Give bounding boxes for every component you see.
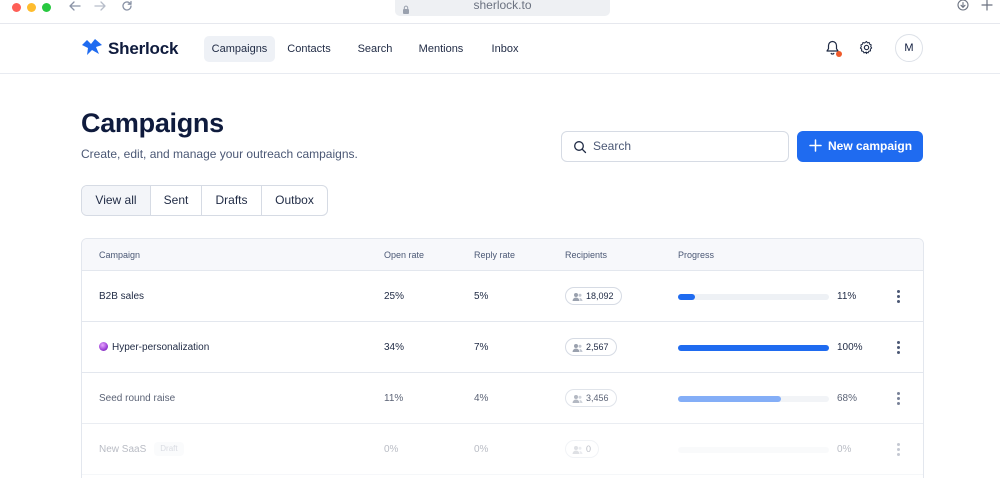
- table-row[interactable]: Hyper-personalization 34% 7% 2,567 100%: [82, 322, 923, 373]
- table-row[interactable]: Seed round raise 11% 4% 3,456 68%: [82, 373, 923, 424]
- tab-drafts[interactable]: Drafts: [202, 186, 262, 215]
- reload-icon[interactable]: [120, 0, 136, 13]
- notification-dot: [836, 51, 842, 57]
- campaign-name[interactable]: Seed round raise: [99, 393, 176, 404]
- sherlock-logo-icon: [81, 38, 103, 61]
- more-options-icon[interactable]: [893, 443, 903, 457]
- recipients-badge: 0: [565, 440, 600, 460]
- draft-badge: Draft: [154, 442, 184, 456]
- reply-rate: 0%: [474, 444, 489, 455]
- progress-bar: [678, 294, 829, 300]
- progress-fill: [678, 345, 829, 351]
- new-campaign-label: New campaign: [828, 139, 913, 153]
- campaign-name-text: New SaaS: [99, 444, 147, 455]
- users-icon: [572, 291, 583, 307]
- table-header: Campaign Open rate Reply rate Recipients…: [82, 239, 923, 271]
- progress-bar: [678, 396, 829, 402]
- open-rate: 34%: [384, 342, 405, 353]
- search-placeholder: Search: [593, 139, 632, 153]
- address-bar[interactable]: sherlock.to: [395, 0, 610, 16]
- progress-fill: [678, 396, 781, 402]
- recipients-count: 3,456: [586, 393, 609, 403]
- window-close-dot[interactable]: [12, 3, 21, 12]
- url-text: sherlock.to: [473, 0, 532, 12]
- new-campaign-button[interactable]: New campaign: [797, 131, 923, 162]
- plus-icon: [809, 139, 822, 155]
- column-header-progress: Progress: [678, 250, 715, 260]
- more-options-icon[interactable]: [893, 341, 903, 355]
- browser-chrome: sherlock.to: [0, 0, 1000, 24]
- recipients-count: 18,092: [586, 291, 614, 301]
- open-rate: 0%: [384, 444, 399, 455]
- main-nav: Campaigns Contacts Search Mentions Inbox: [204, 36, 527, 62]
- crystal-ball-emoji-icon: [99, 342, 108, 351]
- column-header-open-rate: Open rate: [384, 250, 425, 260]
- forward-arrow-icon[interactable]: [93, 0, 109, 13]
- reply-rate: 7%: [474, 342, 489, 353]
- table-row[interactable]: New SaaS Draft 0% 0% 0 0%: [82, 424, 923, 475]
- recipients-count: 0: [586, 444, 592, 454]
- campaign-name[interactable]: Hyper-personalization: [99, 322, 209, 373]
- progress-percent: 100%: [837, 342, 863, 353]
- window-minimize-dot[interactable]: [27, 3, 36, 12]
- gear-icon[interactable]: [859, 40, 874, 60]
- reply-rate: 5%: [474, 291, 489, 302]
- bell-icon[interactable]: [825, 40, 840, 61]
- user-avatar[interactable]: M: [895, 34, 923, 62]
- brand-name: Sherlock: [108, 39, 179, 58]
- nav-item-mentions[interactable]: Mentions: [418, 43, 464, 55]
- users-icon: [572, 444, 583, 460]
- table-row[interactable]: B2B sales 25% 5% 18,092 11%: [82, 271, 923, 322]
- progress-bar: [678, 447, 829, 453]
- new-tab-plus-icon[interactable]: [980, 0, 996, 13]
- recipients-badge: 3,456: [565, 389, 617, 407]
- nav-item-campaigns[interactable]: Campaigns: [204, 36, 275, 62]
- recipients-badge: 2,567: [565, 338, 617, 356]
- recipients-count: 2,567: [586, 342, 609, 352]
- nav-item-search[interactable]: Search: [357, 43, 393, 55]
- progress-percent: 68%: [837, 393, 858, 404]
- download-icon[interactable]: [956, 0, 972, 13]
- campaigns-table: Campaign Open rate Reply rate Recipients…: [81, 238, 924, 478]
- campaign-name-text: Hyper-personalization: [112, 342, 210, 353]
- tab-view-all[interactable]: View all: [82, 186, 151, 215]
- page-subtitle: Create, edit, and manage your outreach c…: [81, 147, 358, 161]
- progress-percent: 11%: [837, 291, 857, 302]
- more-options-icon[interactable]: [893, 290, 903, 304]
- column-header-reply-rate: Reply rate: [474, 250, 516, 260]
- column-header-recipients: Recipients: [565, 250, 608, 260]
- nav-item-inbox[interactable]: Inbox: [491, 43, 519, 55]
- reply-rate: 4%: [474, 393, 489, 404]
- open-rate: 11%: [384, 393, 404, 404]
- tab-outbox[interactable]: Outbox: [275, 193, 314, 207]
- app-header: Sherlock Campaigns Contacts Search Menti…: [0, 24, 1000, 74]
- tab-sent[interactable]: Sent: [151, 186, 202, 215]
- search-icon: [573, 140, 587, 159]
- search-input[interactable]: Search: [561, 131, 789, 162]
- users-icon: [572, 342, 583, 358]
- progress-bar: [678, 345, 829, 351]
- progress-percent: 0%: [837, 444, 852, 455]
- campaign-name[interactable]: New SaaS Draft: [99, 424, 184, 475]
- campaign-filter-tabs: View all Sent Drafts Outbox: [81, 185, 328, 216]
- window-maximize-dot[interactable]: [42, 3, 51, 12]
- progress-fill: [678, 294, 695, 300]
- more-options-icon[interactable]: [893, 392, 903, 406]
- lock-icon: [402, 1, 410, 20]
- column-header-campaign: Campaign: [99, 250, 141, 260]
- open-rate: 25%: [384, 291, 405, 302]
- recipients-badge: 18,092: [565, 287, 622, 305]
- brand-logo[interactable]: Sherlock: [81, 37, 178, 61]
- users-icon: [572, 393, 583, 409]
- back-arrow-icon[interactable]: [68, 0, 84, 13]
- page-title: Campaigns: [81, 108, 224, 138]
- nav-item-contacts[interactable]: Contacts: [287, 43, 331, 55]
- campaign-name[interactable]: B2B sales: [99, 291, 145, 302]
